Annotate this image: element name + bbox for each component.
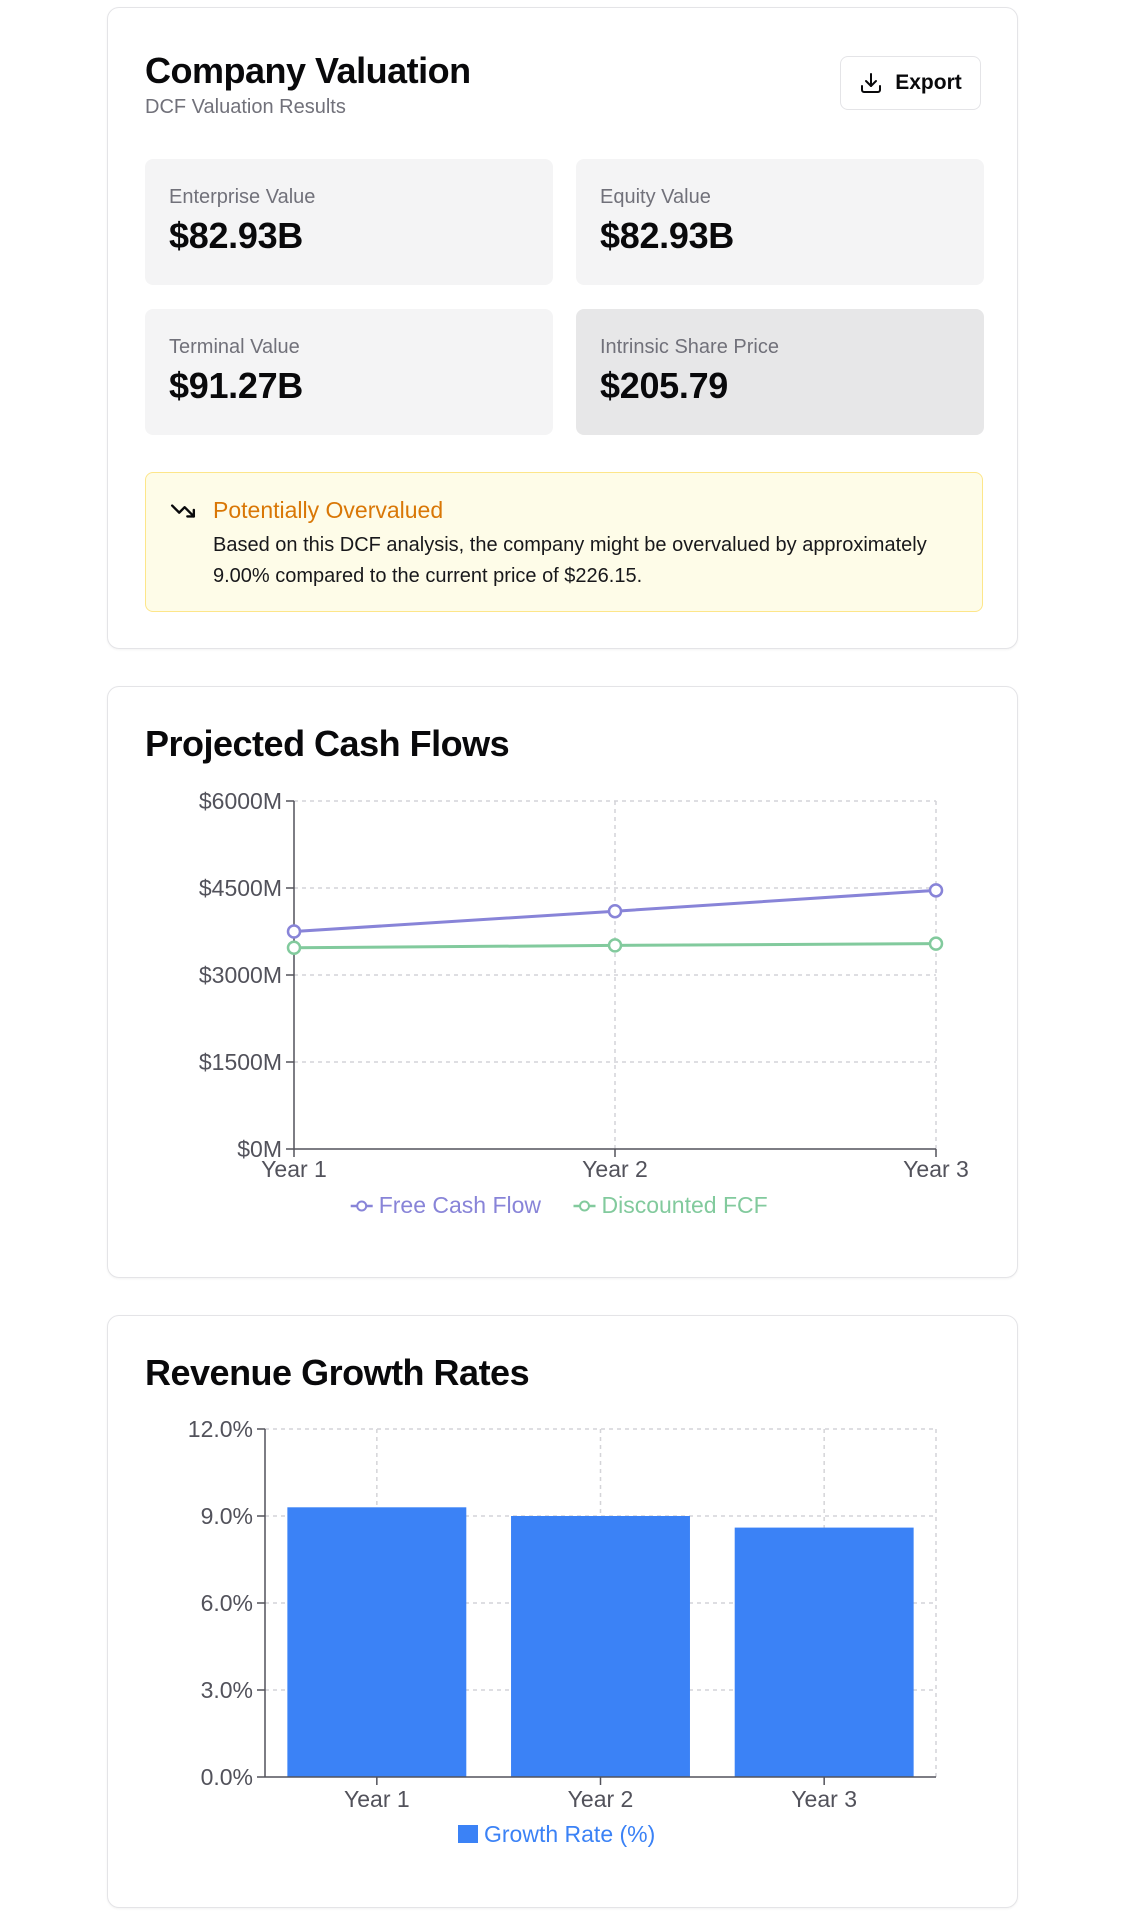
y-tick-label: 12.0% <box>188 1416 253 1442</box>
legend-label: Discounted FCF <box>602 1192 768 1218</box>
metric-value: $205.79 <box>600 365 729 406</box>
y-tick-label: 9.0% <box>201 1503 253 1529</box>
export-button[interactable]: Export <box>840 56 981 110</box>
metric-label: Intrinsic Share Price <box>600 336 779 358</box>
valuation-card: Company Valuation DCF Valuation Results … <box>107 7 1018 649</box>
valuation-subtitle: DCF Valuation Results <box>145 96 346 118</box>
growth-card: Revenue Growth Rates 0.0% 3.0% 6.0% 9.0% 12.… <box>107 1315 1018 1908</box>
x-tick-label: Year 3 <box>903 1156 969 1182</box>
y-tick-label: $3000M <box>199 962 282 988</box>
data-point <box>928 883 944 898</box>
x-tick-label: Year 1 <box>344 1786 410 1812</box>
download-icon <box>861 73 882 93</box>
cashflow-title: Projected Cash Flows <box>145 723 510 764</box>
metric-terminal-value: Terminal Value $91.27B <box>145 309 553 435</box>
legend-label: Growth Rate (%) <box>484 1821 655 1847</box>
y-tick-label: 6.0% <box>201 1590 253 1616</box>
metric-value: $82.93B <box>169 215 304 256</box>
metric-label: Enterprise Value <box>169 186 316 208</box>
legend-marker <box>356 1200 368 1212</box>
data-point <box>607 938 623 953</box>
metric-value: $82.93B <box>600 215 735 256</box>
data-point <box>928 936 944 951</box>
legend-marker <box>579 1200 590 1212</box>
data-point <box>607 903 623 919</box>
metric-intrinsic-share-price: Intrinsic Share Price $205.79 <box>576 309 984 435</box>
valuation-title: Company Valuation <box>145 50 471 91</box>
bar <box>734 1527 914 1777</box>
trending-down-icon <box>170 504 196 518</box>
cashflow-chart: $0M $1500M $3000M $4500M $6000M Year 1 Year 2 Y… <box>199 788 969 1218</box>
legend-swatch <box>458 1825 478 1843</box>
alert-text: Based on this DCF analysis, the company … <box>213 534 927 587</box>
bar <box>287 1507 467 1777</box>
x-tick-label: Year 2 <box>568 1786 634 1812</box>
x-tick-label: Year 2 <box>582 1156 648 1182</box>
metric-enterprise-value: Enterprise Value $82.93B <box>145 159 553 285</box>
y-tick-label: $0M <box>237 1136 282 1162</box>
legend-label: Free Cash Flow <box>379 1192 542 1218</box>
data-point <box>286 940 302 955</box>
x-tick-label: Year 3 <box>791 1786 857 1812</box>
alert-title: Potentially Overvalued <box>213 497 444 523</box>
metric-label: Terminal Value <box>169 336 300 358</box>
x-tick-label: Year 1 <box>261 1156 327 1182</box>
overvalued-alert: Potentially Overvalued Based on this DCF… <box>145 472 983 612</box>
growth-title: Revenue Growth Rates <box>145 1352 530 1393</box>
growth-chart: 0.0% 3.0% 6.0% 9.0% 12.0% Year 1 Year 2 Year 3 G… <box>188 1416 937 1847</box>
y-tick-label: $4500M <box>199 875 282 901</box>
cashflow-card: Projected Cash Flows $0M $1500M $3000M $450… <box>107 686 1018 1278</box>
bar <box>511 1516 690 1777</box>
metric-equity-value: Equity Value $82.93B <box>576 159 984 285</box>
y-tick-label: 3.0% <box>201 1677 253 1703</box>
data-point <box>286 924 302 939</box>
y-tick-label: $6000M <box>199 788 282 814</box>
y-tick-label: $1500M <box>199 1049 282 1075</box>
y-tick-label: 0.0% <box>201 1764 253 1790</box>
export-label: Export <box>895 71 962 94</box>
metric-value: $91.27B <box>169 365 304 406</box>
metric-label: Equity Value <box>600 186 711 208</box>
